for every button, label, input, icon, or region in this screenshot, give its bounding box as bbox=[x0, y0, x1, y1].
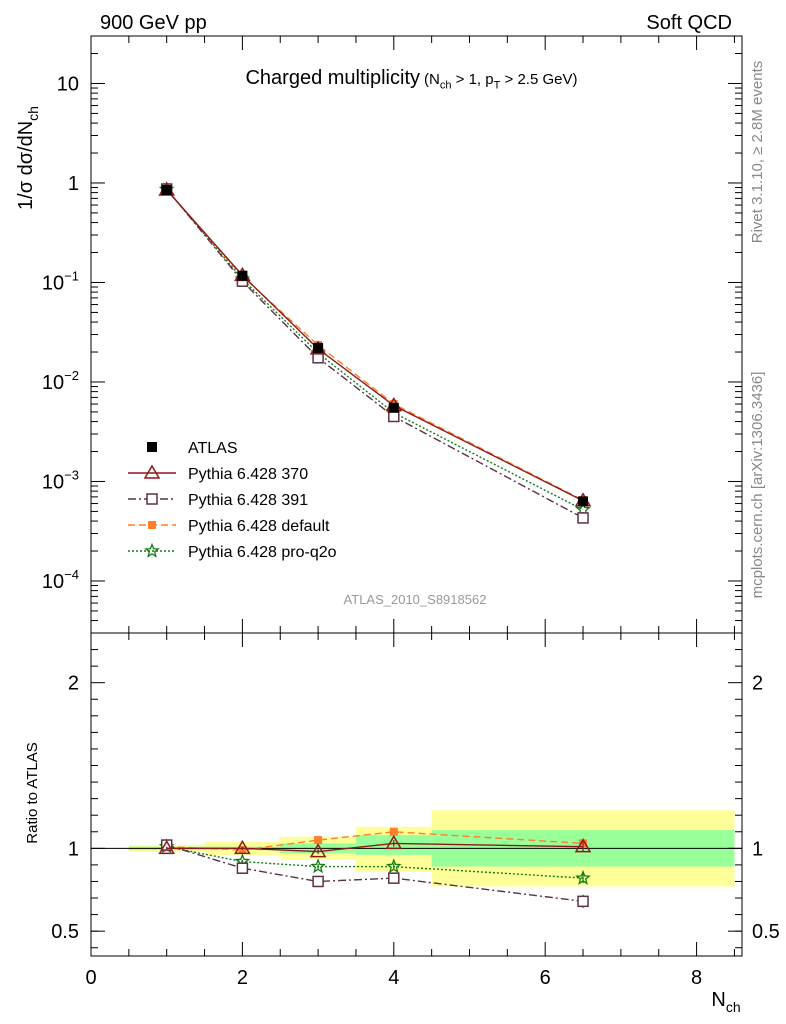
main-y-tick-label: 10−4 bbox=[42, 567, 79, 593]
legend-entry-atlas: ATLAS bbox=[147, 440, 238, 457]
ratio-frame bbox=[90, 632, 743, 957]
ratio-point bbox=[234, 839, 251, 855]
ratio-point bbox=[574, 838, 592, 853]
x-tick-label: 6 bbox=[540, 967, 551, 989]
legend-label: Pythia 6.428 default bbox=[188, 518, 330, 535]
main-y-tick-label: 10−1 bbox=[42, 268, 79, 294]
ratio-axis-ticks: 0.5 0.5 1 1 2 2 0 2 4 6 8 bbox=[51, 633, 780, 989]
ratio-y-tick-label: 1 bbox=[68, 838, 79, 860]
legend-entry-pythia-6-428-391: Pythia 6.428 391 bbox=[128, 492, 308, 509]
legend-label: Pythia 6.428 391 bbox=[188, 492, 308, 509]
series-pythia-6-428-370 bbox=[158, 181, 592, 507]
ratio-y-tick-label-right: 1 bbox=[752, 838, 763, 860]
side-text-bottom: mcplots.cern.ch [arXiv:1306.3436] bbox=[749, 372, 766, 599]
ratio-y-tick-label-right: 0.5 bbox=[752, 921, 780, 943]
legend-marker bbox=[146, 493, 158, 505]
legend-entry-pythia-6-428-default: Pythia 6.428 default bbox=[128, 518, 330, 535]
legend-label: Pythia 6.428 370 bbox=[188, 466, 308, 483]
ratio-point bbox=[575, 869, 591, 885]
ratio-point bbox=[310, 858, 326, 874]
main-y-tick-label: 10 bbox=[57, 73, 79, 95]
ratio-series-pythia-6-428-370 bbox=[158, 834, 592, 858]
header-left: 900 GeV pp bbox=[100, 12, 207, 34]
main-axis-ticks: 10 1 10−1 10−2 10−3 10−4 bbox=[42, 35, 742, 634]
ratio-point bbox=[158, 839, 176, 855]
legend-marker bbox=[148, 521, 156, 529]
data-point bbox=[237, 270, 248, 281]
ratio-point bbox=[236, 862, 249, 874]
data-point bbox=[313, 342, 324, 353]
ratio-point bbox=[312, 875, 324, 888]
legend-marker bbox=[143, 464, 161, 479]
ratio-panel: 0.5 0.5 1 1 2 2 0 2 4 6 8 Ratio to ATLAS Nch​ bbox=[24, 632, 780, 1015]
main-y-axis-label: 1/σ dσ/dNch​ bbox=[15, 106, 41, 210]
ratio-point bbox=[388, 872, 400, 884]
chart-title: Charged multiplicity bbox=[245, 67, 420, 89]
x-tick-label: 2 bbox=[237, 967, 248, 989]
side-text-top: Rivet 3.1.10, ≥ 2.8M events bbox=[749, 61, 766, 244]
x-axis-label: Nch​ bbox=[711, 989, 740, 1015]
ratio-series bbox=[158, 827, 592, 908]
ratio-point bbox=[577, 895, 589, 908]
legend: ATLAS Pythia 6.428 370 Pythia 6.428 391 Pyt… bbox=[128, 440, 337, 561]
ratio-point bbox=[385, 858, 402, 874]
ratio-point bbox=[385, 834, 403, 850]
legend-label: ATLAS bbox=[188, 440, 238, 457]
x-tick-label: 0 bbox=[85, 967, 96, 989]
legend-marker bbox=[144, 542, 160, 558]
chart-subtitle: (Nch​ > 1, pT​ > 2.5 GeV) bbox=[424, 71, 578, 92]
data-point bbox=[578, 496, 589, 507]
data-point bbox=[577, 512, 589, 524]
ratio-point bbox=[389, 827, 398, 836]
main-series bbox=[158, 181, 592, 524]
legend-entry-pythia-6-428-pro-q2o: Pythia 6.428 pro-q2o bbox=[128, 542, 337, 561]
x-tick-label: 4 bbox=[388, 967, 399, 989]
main-y-tick-label: 10−2 bbox=[42, 368, 79, 394]
ratio-point bbox=[314, 836, 323, 845]
legend-entry-pythia-6-428-370: Pythia 6.428 370 bbox=[128, 464, 308, 483]
series-atlas bbox=[161, 184, 589, 507]
data-point bbox=[161, 184, 172, 195]
ratio-point bbox=[309, 843, 327, 858]
ratio-y-tick-label: 0.5 bbox=[51, 921, 79, 943]
main-y-tick-label: 10−3 bbox=[42, 467, 79, 493]
data-point bbox=[388, 402, 399, 413]
main-panel: 10 1 10−1 10−2 10−3 10−4 Charged multiplicity… bbox=[15, 35, 743, 634]
main-y-tick-label: 1 bbox=[68, 173, 79, 195]
ratio-y-tick-label-right: 2 bbox=[752, 673, 763, 695]
x-tick-label: 8 bbox=[691, 967, 702, 989]
ratio-y-tick-label: 2 bbox=[68, 673, 79, 695]
series-line bbox=[166, 189, 584, 511]
legend-marker bbox=[147, 442, 157, 452]
header-right: Soft QCD bbox=[646, 12, 732, 34]
data-point bbox=[388, 410, 400, 423]
ratio-series-pythia-6-428-391 bbox=[160, 839, 589, 908]
ratio-y-axis-label: Ratio to ATLAS bbox=[24, 742, 41, 843]
legend-label: Pythia 6.428 pro-q2o bbox=[188, 544, 337, 561]
analysis-reference: ATLAS_2010_S8918562 bbox=[344, 592, 487, 607]
